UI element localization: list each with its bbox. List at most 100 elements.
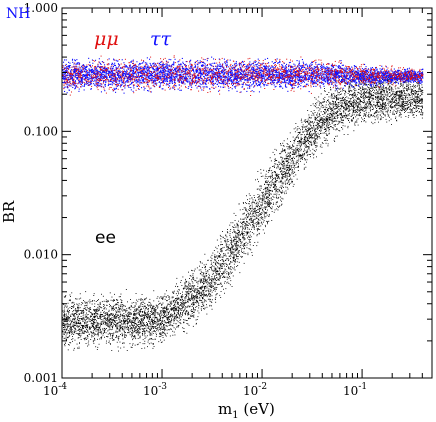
data-point [109,314,111,316]
data-point [291,158,292,159]
data-point [353,94,355,96]
data-point [325,139,327,141]
data-point [74,315,76,317]
data-point [242,233,244,235]
data-point [417,91,419,93]
data-point [141,314,143,316]
data-point [312,103,314,105]
data-point [128,322,129,324]
data-point [291,169,293,170]
data-point [344,104,346,106]
data-point [347,118,349,120]
data-point [275,158,276,160]
data-point [390,95,392,97]
data-point [142,319,144,320]
data-point [286,186,288,188]
data-point [226,266,227,267]
data-point [71,302,73,304]
data-point [232,232,234,234]
data-point [348,100,350,102]
data-point [115,304,116,306]
data-point [202,304,204,306]
data-point [266,183,268,185]
data-point [324,113,326,115]
data-point [77,316,79,318]
data-point [239,231,240,233]
data-point [337,93,339,95]
data-point [276,180,278,181]
data-point [265,209,266,210]
data-point [178,325,180,326]
data-point [404,87,406,88]
data-point [216,288,217,290]
data-point [332,104,334,106]
data-point [395,82,397,83]
data-point [163,332,165,333]
data-point [319,130,321,132]
data-point [380,116,382,118]
data-point [281,156,282,158]
data-point [94,333,96,335]
data-point [75,308,77,309]
data-point [233,256,235,258]
data-point [66,310,68,312]
data-point [323,123,325,125]
data-point [257,223,259,225]
data-point [134,306,136,307]
data-point [364,105,366,107]
data-point [342,117,343,118]
data-point [169,297,171,299]
data-point [134,314,136,316]
data-point [375,85,376,87]
data-point [275,201,277,203]
data-point [363,93,365,95]
data-point [269,187,271,189]
data-point [249,213,251,215]
data-point [99,327,100,328]
data-point [308,146,310,148]
data-point [274,189,275,190]
data-point [353,106,354,108]
data-point [114,318,116,319]
data-point [419,84,420,86]
data-point [369,107,371,109]
data-point [205,271,207,273]
data-point [193,304,195,306]
data-point [420,112,422,114]
data-point [250,207,252,209]
data-point [157,306,159,308]
data-point [404,88,406,89]
data-point [373,114,375,116]
data-point [422,106,423,108]
data-point [229,284,231,286]
data-point [337,120,339,122]
data-point [84,319,86,321]
data-point [93,316,94,318]
data-point [229,239,231,241]
data-point [92,325,94,327]
data-point [123,317,125,319]
data-point [341,112,342,114]
data-point [84,319,86,320]
data-point [297,166,299,167]
data-point [178,303,179,305]
data-point [334,96,336,98]
data-point [64,315,65,316]
data-point [127,314,129,316]
data-point [350,102,352,104]
data-point [180,312,181,313]
data-point [283,163,285,164]
data-point [316,142,318,144]
data-point [94,306,96,307]
data-point [319,120,320,122]
data-point [276,175,278,177]
data-point [284,165,286,167]
data-point [71,292,73,294]
data-point [310,136,312,138]
data-point [345,105,347,107]
data-point [336,99,337,101]
data-point [164,310,166,312]
data-point [82,318,84,320]
data-point [211,281,213,283]
data-point [97,323,99,325]
